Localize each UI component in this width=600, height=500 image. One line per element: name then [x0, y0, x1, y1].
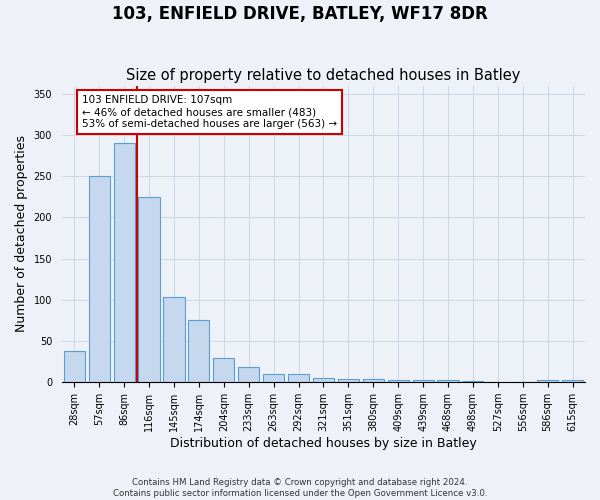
- Text: Contains HM Land Registry data © Crown copyright and database right 2024.
Contai: Contains HM Land Registry data © Crown c…: [113, 478, 487, 498]
- Bar: [188, 320, 209, 382]
- Bar: [64, 351, 85, 382]
- Bar: [113, 143, 135, 382]
- X-axis label: Distribution of detached houses by size in Batley: Distribution of detached houses by size …: [170, 437, 477, 450]
- Bar: [238, 366, 259, 382]
- Bar: [437, 380, 458, 382]
- Bar: [362, 379, 384, 382]
- Bar: [263, 374, 284, 382]
- Bar: [463, 380, 484, 382]
- Title: Size of property relative to detached houses in Batley: Size of property relative to detached ho…: [126, 68, 521, 83]
- Bar: [139, 197, 160, 382]
- Bar: [163, 298, 185, 382]
- Bar: [89, 176, 110, 382]
- Bar: [338, 379, 359, 382]
- Text: 103, ENFIELD DRIVE, BATLEY, WF17 8DR: 103, ENFIELD DRIVE, BATLEY, WF17 8DR: [112, 5, 488, 23]
- Bar: [537, 380, 558, 382]
- Bar: [388, 380, 409, 382]
- Text: 103 ENFIELD DRIVE: 107sqm
← 46% of detached houses are smaller (483)
53% of semi: 103 ENFIELD DRIVE: 107sqm ← 46% of detac…: [82, 96, 337, 128]
- Y-axis label: Number of detached properties: Number of detached properties: [15, 136, 28, 332]
- Bar: [562, 380, 583, 382]
- Bar: [213, 358, 235, 382]
- Bar: [288, 374, 309, 382]
- Bar: [413, 380, 434, 382]
- Bar: [313, 378, 334, 382]
